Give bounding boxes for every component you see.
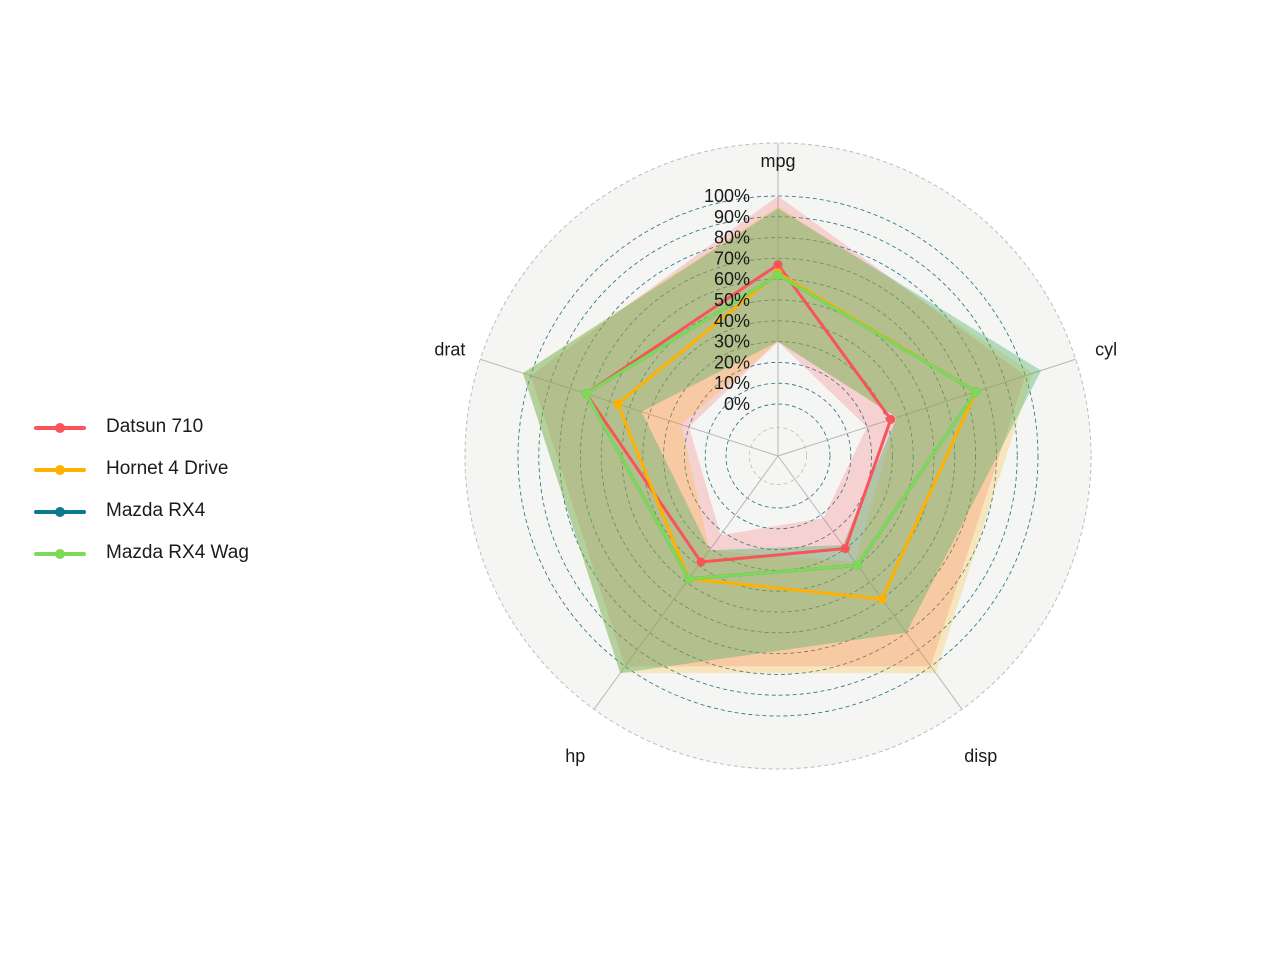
- series-point: [613, 399, 623, 409]
- grid-circle: [725, 403, 831, 509]
- tick-label: 0%: [724, 394, 750, 414]
- grid-circle: [663, 341, 893, 571]
- series-point: [696, 557, 706, 567]
- series-point: [773, 270, 783, 280]
- series-point: [886, 414, 896, 424]
- legend-key-dot: [55, 507, 65, 517]
- axis-label-cyl: cyl: [1095, 339, 1117, 359]
- grid-circle: [684, 361, 873, 550]
- grid-circle: [538, 216, 1018, 696]
- grid-circle: [621, 299, 935, 613]
- axis-label-mpg: mpg: [760, 151, 795, 171]
- tick-label: 60%: [714, 269, 750, 289]
- tick-label: 30%: [714, 332, 750, 352]
- tick-label: 80%: [714, 228, 750, 248]
- axis-label-disp: disp: [964, 746, 997, 766]
- series-point: [684, 574, 694, 584]
- series-bands: [522, 196, 1042, 674]
- tick-label: 10%: [714, 373, 750, 393]
- legend-label: Datsun 710: [106, 416, 204, 437]
- grid-circle: [600, 278, 956, 634]
- grid-circle: [642, 320, 914, 592]
- series-point: [852, 560, 862, 570]
- series-point: [773, 260, 783, 270]
- legend-label: Mazda RX4 Wag: [106, 542, 249, 563]
- legend-label: Mazda RX4: [106, 500, 206, 521]
- legend-label: Hornet 4 Drive: [106, 458, 229, 479]
- series-point: [581, 389, 591, 399]
- tick-label: 90%: [714, 207, 750, 227]
- series-band: [522, 206, 1034, 674]
- grid-circle: [704, 382, 852, 530]
- grid-circle: [559, 237, 997, 675]
- tick-label: 50%: [714, 290, 750, 310]
- series-point: [877, 594, 887, 604]
- series-point: [971, 387, 981, 397]
- axis-label-drat: drat: [434, 339, 465, 359]
- radar-grid: [480, 143, 1076, 717]
- axis-spoke: [593, 455, 779, 710]
- axis-labels: mpg cyl disp hp drat: [434, 151, 1117, 766]
- series-band: [522, 208, 1042, 674]
- series-lines: [581, 260, 981, 604]
- grid-circle: [517, 195, 1039, 717]
- radial-tick-labels: 0%10%20%30%40%50%60%70%80%90%100%: [704, 186, 750, 414]
- tick-label: 40%: [714, 311, 750, 331]
- grid-circle: [580, 257, 977, 655]
- axis-label-hp: hp: [565, 746, 585, 766]
- legend-key-dot: [55, 549, 65, 559]
- axis-spoke: [777, 358, 1076, 457]
- series-point: [840, 544, 850, 554]
- axis-spoke: [480, 358, 779, 457]
- legend-key-dot: [55, 423, 65, 433]
- series-band: [522, 208, 1042, 674]
- series-line: [584, 273, 978, 581]
- tick-label: 70%: [714, 248, 750, 268]
- tick-label: 100%: [704, 186, 750, 206]
- series-band: [530, 196, 1026, 667]
- axis-spoke: [777, 455, 963, 710]
- legend-key-dot: [55, 465, 65, 475]
- tick-label: 20%: [714, 352, 750, 372]
